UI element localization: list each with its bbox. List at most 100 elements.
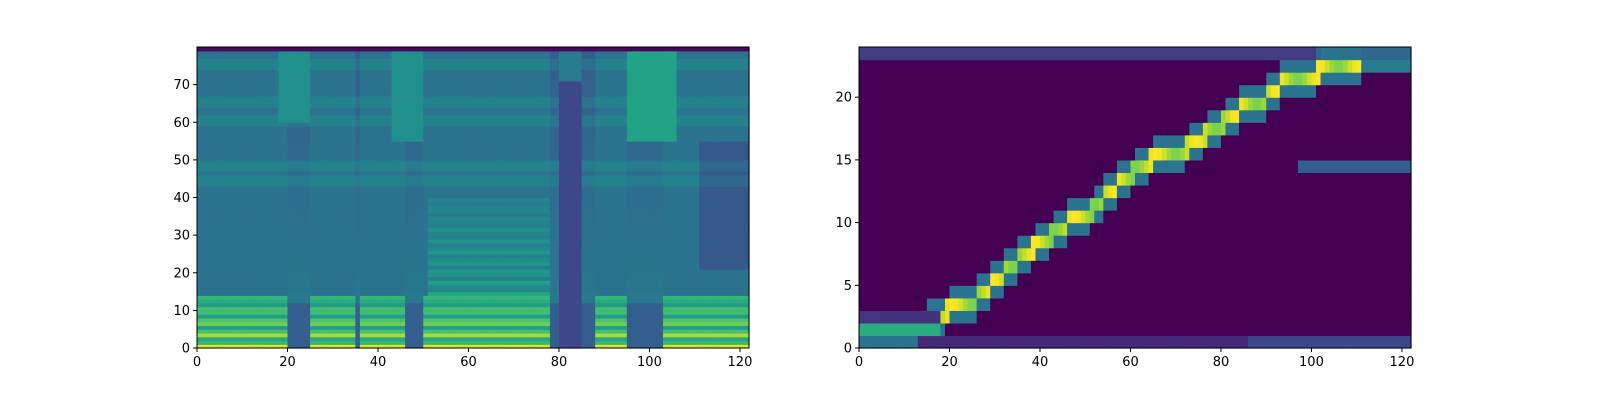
spectrogram-cell	[323, 223, 329, 229]
spectrogram-cell	[296, 332, 302, 338]
spectrogram-cell	[712, 253, 718, 259]
spectrogram-cell	[631, 344, 637, 349]
spectrogram-cell	[635, 302, 642, 308]
spectrogram-cell	[405, 321, 411, 327]
spectrogram-cell	[314, 314, 320, 319]
spectrogram-cell	[653, 257, 660, 263]
spectrogram-cell	[595, 325, 601, 330]
spectrogram-cell	[314, 220, 320, 225]
spectrogram-cell	[604, 257, 610, 263]
spectrogram-cell	[319, 276, 325, 281]
spectrogram-cell	[703, 268, 709, 274]
spectrogram-cell	[296, 295, 302, 300]
spectrogram-cell	[545, 261, 551, 266]
spectrogram-cell	[690, 291, 696, 296]
spectrogram-cell	[531, 231, 537, 236]
spectrogram-cell	[504, 242, 510, 248]
spectrogram-cell	[310, 205, 316, 210]
spectrogram-cell	[228, 223, 234, 229]
spectrogram-cell	[640, 257, 646, 263]
spectrogram-cell	[287, 314, 293, 319]
spectrogram-cell	[278, 272, 284, 278]
spectrogram-cell	[599, 302, 605, 308]
spectrogram-cell	[685, 193, 691, 199]
spectrogram-cell	[387, 306, 393, 311]
spectrogram-cell	[572, 205, 578, 210]
spectrogram-cell	[482, 257, 488, 263]
spectrogram-cell	[450, 344, 456, 349]
spectrogram-cell	[558, 250, 565, 255]
spectrogram-cell	[273, 212, 280, 217]
spectrogram-cell	[305, 295, 311, 300]
spectrogram-cell	[368, 302, 375, 308]
spectrogram-cell	[735, 284, 741, 289]
spectrogram-cell	[278, 321, 284, 327]
spectrogram-cell	[545, 325, 551, 330]
spectrogram-cell	[210, 250, 216, 255]
spectrogram-cell	[441, 201, 447, 206]
spectrogram-cell	[246, 268, 252, 274]
spectrogram-cell	[663, 223, 669, 229]
spectrogram-cell	[735, 332, 741, 338]
spectrogram-cell	[572, 332, 578, 338]
spectrogram-cell	[622, 302, 628, 308]
spectrogram-cell	[486, 314, 492, 319]
spectrogram-cell	[319, 197, 325, 202]
spectrogram-cell	[391, 208, 397, 214]
spectrogram-cell	[586, 246, 592, 251]
spectrogram-cell	[712, 314, 718, 319]
spectrogram-cell	[206, 299, 212, 304]
spectrogram-cell	[278, 216, 284, 221]
spectrogram-cell	[228, 329, 234, 334]
spectrogram-cell	[608, 220, 614, 225]
spectrogram-cell	[197, 340, 203, 345]
spectrogram-cell	[486, 306, 492, 311]
spectrogram-cell	[540, 212, 546, 217]
spectrogram-cell	[346, 265, 352, 270]
spectrogram-cell	[400, 227, 406, 232]
spectrogram-cell	[482, 242, 488, 248]
spectrogram-cell	[545, 310, 551, 315]
spectrogram-cell	[364, 246, 370, 251]
spectrogram-cell	[387, 295, 393, 300]
spectrogram-cell	[586, 208, 592, 214]
spectrogram-cell	[328, 291, 334, 296]
spectrogram-cell	[387, 212, 393, 217]
spectrogram-cell	[463, 306, 470, 311]
spectrogram-cell	[269, 306, 275, 311]
spectrogram-cell	[387, 291, 393, 296]
spectrogram-cell	[269, 227, 275, 232]
spectrogram-cell	[608, 340, 614, 345]
spectrogram-cell	[454, 336, 461, 342]
spectrogram-cell	[626, 314, 632, 319]
spectrogram-cell	[613, 332, 619, 338]
spectrogram-cell	[644, 238, 651, 244]
spectrogram-cell	[726, 197, 732, 202]
spectrogram-cell	[296, 268, 302, 274]
spectrogram-cell	[486, 340, 492, 345]
spectrogram-cell	[482, 340, 488, 345]
spectrogram-cell	[617, 257, 623, 263]
spectrogram-cell	[599, 261, 605, 266]
spectrogram-cell	[206, 332, 212, 338]
spectrogram-cell	[396, 197, 402, 202]
spectrogram-cell	[314, 197, 320, 202]
spectrogram-cell	[730, 246, 737, 251]
spectrogram-cell	[491, 238, 497, 244]
spectrogram-cell	[323, 340, 329, 345]
spectrogram-cell	[703, 344, 709, 349]
spectrogram-cell	[735, 310, 741, 315]
spectrogram-cell	[364, 280, 370, 285]
spectrogram-cell	[599, 205, 605, 210]
spectrogram-cell	[468, 336, 474, 342]
spectrogram-cell	[436, 299, 442, 304]
spectrogram-cell	[522, 314, 528, 319]
spectrogram-cell	[581, 246, 587, 251]
spectrogram-cell	[468, 253, 474, 259]
spectrogram-cell	[400, 314, 406, 319]
spectrogram-cell	[273, 193, 280, 199]
spectrogram-cell	[744, 208, 750, 214]
spectrogram-cell	[382, 265, 388, 270]
spectrogram-cell	[590, 344, 596, 349]
spectrogram-cell	[396, 314, 402, 319]
